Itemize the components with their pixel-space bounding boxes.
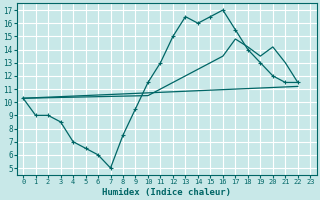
- X-axis label: Humidex (Indice chaleur): Humidex (Indice chaleur): [102, 188, 231, 197]
